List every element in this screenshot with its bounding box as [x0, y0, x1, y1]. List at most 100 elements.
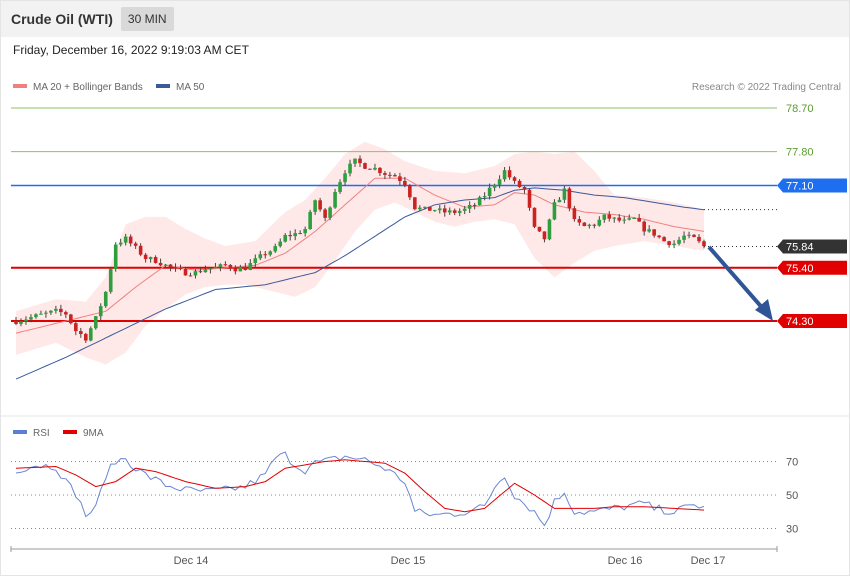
candle: [472, 202, 477, 210]
candle-body: [403, 180, 407, 186]
candle-body: [49, 310, 53, 313]
candle: [677, 236, 681, 246]
candle-body: [423, 206, 427, 208]
rsi-legend-label: RSI: [33, 428, 50, 439]
candle-body: [288, 234, 293, 237]
candle-body: [398, 176, 402, 181]
candle-body: [442, 208, 447, 213]
candle: [542, 231, 547, 243]
candle-body: [108, 269, 113, 292]
candle: [358, 155, 362, 167]
candle-body: [44, 312, 48, 314]
support-level-tag: [777, 260, 847, 275]
candle: [228, 264, 233, 272]
candle-body: [148, 257, 153, 260]
candle: [697, 234, 701, 244]
rsi-tick-label: 30: [786, 524, 798, 536]
candle-body: [283, 234, 288, 242]
candle-body: [542, 231, 547, 240]
forecast-arrow: [707, 245, 773, 321]
candle: [403, 176, 407, 188]
candle-body: [672, 243, 676, 245]
candle-body: [243, 266, 248, 271]
time-axis: Dec 14 Dec 15 Dec 16 Dec 17: [10, 546, 778, 567]
candle-body: [263, 254, 268, 256]
candle-body: [562, 188, 567, 200]
candle: [143, 252, 148, 263]
candle: [113, 242, 118, 272]
candle-body: [487, 187, 492, 197]
candle-body: [268, 251, 273, 255]
candle-body: [188, 275, 193, 277]
bollinger-band-area: [16, 141, 704, 365]
candle: [79, 327, 83, 338]
candle-body: [373, 167, 377, 170]
candle: [103, 291, 108, 308]
candle-body: [338, 182, 342, 193]
candle-body: [457, 210, 462, 213]
candle-body: [522, 187, 527, 190]
candle-body: [363, 163, 367, 169]
candle-body: [273, 246, 278, 252]
candle-body: [432, 210, 437, 212]
candle: [637, 213, 641, 222]
candle-body: [527, 189, 532, 208]
candle-body: [123, 236, 128, 243]
time-tick-label: Dec 14: [174, 555, 209, 567]
candle: [163, 263, 168, 268]
candle-body: [213, 266, 218, 269]
candle: [622, 216, 627, 224]
candle-body: [427, 206, 432, 211]
candle: [263, 251, 268, 259]
candle-body: [697, 236, 701, 242]
candle: [283, 233, 288, 243]
candle: [368, 168, 372, 170]
rsi-ma9-line: [15, 459, 705, 513]
candle: [562, 185, 567, 204]
candle-body: [617, 217, 622, 221]
candle-body: [183, 269, 188, 276]
ma50-legend-label: MA 50: [176, 82, 205, 93]
moving-average-lines: [15, 177, 705, 380]
candle: [378, 167, 382, 177]
candle: [19, 318, 23, 327]
candle-body: [378, 167, 382, 174]
candle-body: [413, 197, 417, 210]
candle-body: [502, 170, 507, 180]
candle: [527, 188, 532, 211]
candle: [298, 230, 302, 235]
candle-body: [517, 180, 522, 188]
candle: [183, 267, 188, 276]
candle: [93, 315, 98, 330]
candle: [557, 197, 562, 203]
candle: [273, 243, 278, 253]
candle: [348, 159, 352, 177]
ma20-line: [15, 177, 705, 334]
copyright-label: Research © 2022 Trading Central: [692, 82, 841, 93]
candle-body: [602, 214, 607, 220]
candle-body: [408, 185, 412, 198]
candle: [118, 238, 123, 247]
price-levels: [11, 107, 777, 322]
rsi-legend-swatch: [13, 430, 27, 434]
candle-body: [113, 244, 118, 270]
last-price-tag: [777, 239, 847, 254]
candle: [148, 256, 153, 263]
candle-body: [158, 262, 163, 266]
candle: [253, 254, 258, 268]
candle: [69, 313, 73, 325]
timeframe-badge[interactable]: 30 MIN: [120, 7, 174, 31]
candle-body: [627, 218, 632, 220]
candle-body: [587, 224, 592, 227]
candle-body: [482, 196, 487, 198]
candle-body: [637, 218, 641, 222]
candle-body: [313, 200, 317, 212]
ma20-legend-label: MA 20 + Bollinger Bands: [33, 82, 143, 93]
candle-body: [193, 271, 198, 276]
candle-body: [662, 237, 666, 242]
bollinger-band-fill: [16, 141, 704, 365]
candle: [88, 326, 93, 342]
candle: [333, 188, 337, 209]
candle: [83, 332, 88, 343]
